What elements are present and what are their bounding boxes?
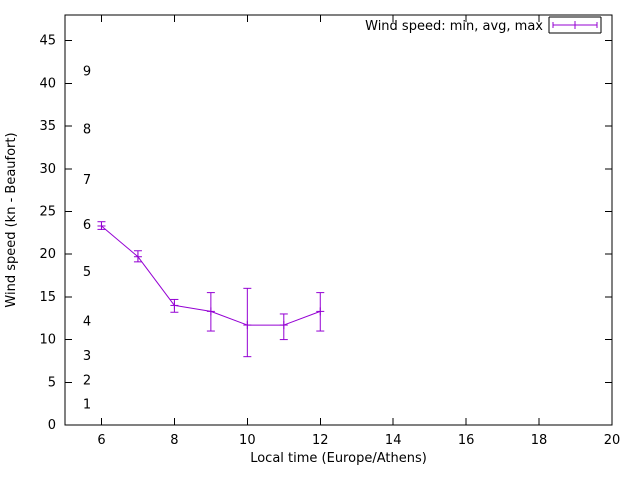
- svg-text:1: 1: [83, 398, 91, 413]
- svg-text:20: 20: [604, 433, 621, 448]
- svg-text:15: 15: [39, 290, 56, 305]
- svg-text:4: 4: [83, 315, 91, 330]
- svg-text:6: 6: [83, 218, 91, 233]
- svg-text:8: 8: [170, 433, 178, 448]
- svg-text:10: 10: [39, 333, 56, 348]
- svg-text:3: 3: [83, 349, 91, 364]
- svg-text:5: 5: [83, 265, 91, 280]
- svg-text:25: 25: [39, 204, 56, 219]
- svg-text:14: 14: [385, 433, 402, 448]
- svg-text:2: 2: [83, 374, 91, 389]
- svg-text:16: 16: [458, 433, 475, 448]
- svg-text:30: 30: [39, 162, 56, 177]
- legend-label: Wind speed: min, avg, max: [365, 19, 543, 34]
- svg-text:12: 12: [312, 433, 329, 448]
- svg-text:9: 9: [83, 64, 91, 79]
- svg-text:8: 8: [83, 122, 91, 137]
- svg-text:35: 35: [39, 119, 56, 134]
- svg-text:20: 20: [39, 247, 56, 262]
- svg-text:5: 5: [48, 375, 56, 390]
- svg-text:45: 45: [39, 34, 56, 49]
- svg-text:40: 40: [39, 76, 56, 91]
- svg-text:6: 6: [97, 433, 105, 448]
- svg-text:10: 10: [239, 433, 256, 448]
- x-axis-label: Local time (Europe/Athens): [250, 451, 427, 466]
- y-axis-label: Wind speed (kn - Beaufort): [4, 132, 19, 308]
- svg-text:0: 0: [48, 418, 56, 433]
- svg-text:18: 18: [531, 433, 548, 448]
- svg-text:7: 7: [83, 173, 91, 188]
